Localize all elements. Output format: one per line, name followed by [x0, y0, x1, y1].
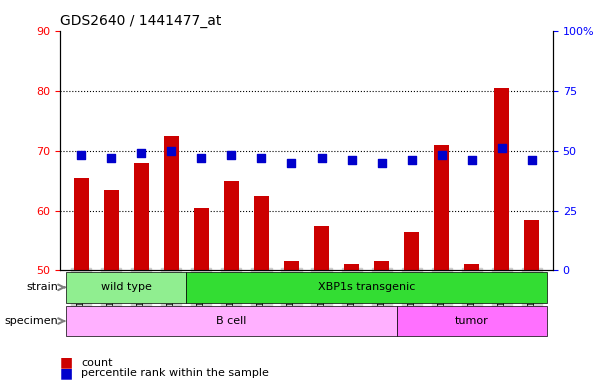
FancyBboxPatch shape — [186, 272, 547, 303]
Bar — [254, 195, 269, 270]
Point — [497, 145, 507, 151]
Point — [106, 155, 116, 161]
Point — [347, 157, 356, 163]
Bar — [465, 265, 480, 270]
Point — [136, 150, 146, 156]
Point — [227, 152, 236, 159]
Text: GDS2640 / 1441477_at: GDS2640 / 1441477_at — [60, 14, 222, 28]
Text: percentile rank within the sample: percentile rank within the sample — [81, 368, 269, 378]
Point — [76, 152, 86, 159]
Point — [166, 147, 176, 154]
Bar — [525, 220, 540, 270]
Point — [317, 155, 326, 161]
Bar — [194, 207, 209, 270]
Point — [287, 159, 296, 166]
FancyBboxPatch shape — [66, 272, 186, 303]
Bar — [404, 232, 419, 270]
Text: tumor: tumor — [455, 316, 489, 326]
Text: count: count — [81, 358, 112, 367]
Bar — [284, 262, 299, 270]
Text: ■: ■ — [60, 356, 73, 370]
Text: XBP1s transgenic: XBP1s transgenic — [318, 282, 415, 292]
Bar — [495, 88, 510, 270]
Bar — [74, 177, 89, 270]
Bar — [374, 262, 389, 270]
Bar — [164, 136, 179, 270]
FancyBboxPatch shape — [66, 306, 397, 336]
Bar — [344, 265, 359, 270]
Point — [437, 152, 447, 159]
Bar — [224, 180, 239, 270]
Bar — [104, 190, 119, 270]
Point — [257, 155, 266, 161]
Text: wild type: wild type — [101, 282, 151, 292]
Bar — [434, 145, 450, 270]
Point — [407, 157, 416, 163]
FancyBboxPatch shape — [397, 306, 547, 336]
Point — [527, 157, 537, 163]
Text: specimen: specimen — [5, 316, 59, 326]
Point — [467, 157, 477, 163]
Text: ■: ■ — [60, 366, 73, 380]
Point — [197, 155, 206, 161]
Bar — [314, 225, 329, 270]
Bar — [134, 162, 149, 270]
Text: B cell: B cell — [216, 316, 246, 326]
Point — [377, 159, 386, 166]
Text: strain: strain — [26, 282, 59, 292]
